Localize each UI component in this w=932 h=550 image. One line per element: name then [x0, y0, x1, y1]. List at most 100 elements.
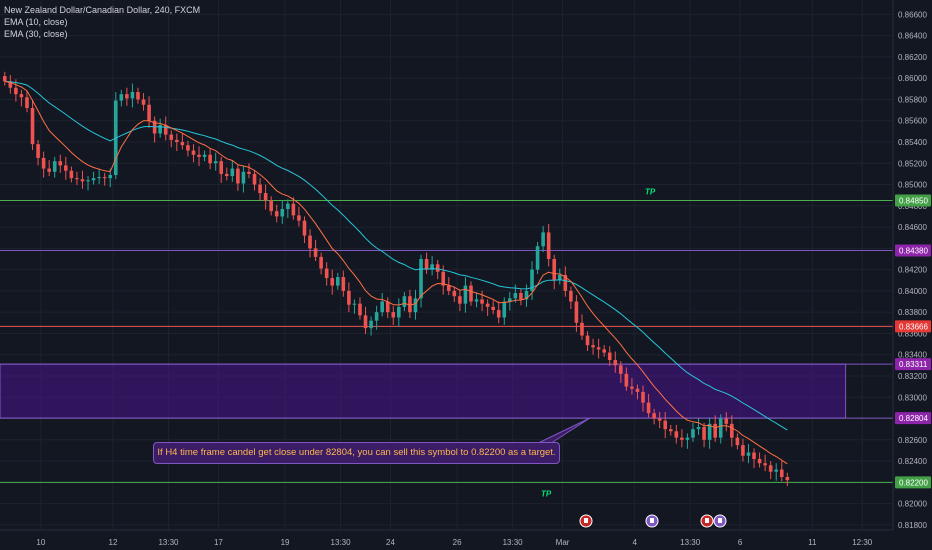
time-tick-label: 13:30	[331, 538, 352, 547]
candle	[347, 282, 351, 313]
candle	[552, 254, 557, 290]
candle	[596, 338, 601, 359]
price-tick-label: 0.83600	[898, 329, 927, 338]
candle	[469, 281, 473, 306]
candle	[491, 300, 495, 315]
candle	[130, 83, 135, 108]
candle	[474, 293, 479, 308]
candle	[779, 461, 784, 482]
candle	[369, 316, 373, 336]
level-price-label: 0.83666	[899, 322, 928, 331]
ema-30-line	[4, 80, 788, 431]
chart-legend: New Zealand Dollar/Canadian Dollar, 240,…	[4, 4, 200, 40]
ema-10-label[interactable]: EMA (10, close)	[4, 17, 68, 27]
price-tick-label: 0.81800	[898, 521, 927, 530]
candle	[458, 289, 462, 312]
candle	[169, 130, 174, 148]
candle	[402, 291, 407, 312]
candle	[52, 156, 57, 178]
price-tick-label: 0.83800	[898, 308, 927, 317]
candle	[713, 415, 717, 442]
candle	[513, 284, 518, 303]
price-tick-label: 0.86200	[898, 53, 927, 62]
price-tick-label: 0.85800	[898, 95, 927, 104]
level-price-label: 0.82804	[899, 414, 928, 423]
candle	[8, 75, 13, 94]
candle	[685, 433, 690, 449]
candle	[624, 367, 629, 391]
candle	[646, 394, 651, 418]
candle	[97, 168, 101, 185]
candle	[463, 277, 468, 313]
price-tick-label: 0.83200	[898, 372, 927, 381]
candle	[613, 351, 618, 373]
time-tick-label: 11	[808, 538, 817, 547]
candle	[180, 133, 185, 150]
candle	[352, 299, 357, 314]
candles	[2, 71, 790, 487]
candle	[64, 156, 68, 180]
candle	[297, 206, 301, 227]
candle	[208, 148, 212, 170]
price-tick-label: 0.83000	[898, 393, 927, 402]
time-tick-label: 13:30	[158, 538, 179, 547]
level-price-tag	[895, 194, 931, 207]
candle	[136, 87, 140, 104]
candle	[274, 204, 279, 223]
candle	[86, 176, 90, 191]
candle	[663, 412, 668, 439]
candle	[25, 90, 29, 113]
candle	[36, 139, 40, 166]
candle	[724, 412, 729, 432]
candle	[186, 140, 190, 157]
candle	[430, 255, 434, 276]
candle	[730, 415, 734, 447]
candle	[202, 150, 207, 162]
candle	[252, 169, 257, 191]
candle	[374, 305, 379, 330]
price-axis: 0.86600 0.86400 0.86200 0.86000 0.85800 0.856…	[895, 10, 931, 530]
candle	[236, 164, 240, 191]
event-flag-icon[interactable]	[579, 514, 593, 528]
candle	[557, 268, 562, 285]
price-tick-label: 0.84200	[898, 266, 927, 275]
candle	[524, 284, 529, 307]
candle	[702, 422, 706, 448]
candle	[258, 178, 262, 201]
candle	[219, 156, 224, 183]
price-tick-label: 0.85200	[898, 159, 927, 168]
candle	[175, 133, 179, 152]
event-flag-icon[interactable]	[713, 514, 727, 528]
candle	[75, 171, 79, 186]
event-flag-icon[interactable]	[645, 514, 659, 528]
candle	[125, 87, 129, 106]
event-flag-icon[interactable]	[700, 514, 714, 528]
time-tick-label: 17	[214, 538, 223, 547]
candle	[541, 226, 545, 253]
candle	[424, 252, 429, 274]
ema-30-label[interactable]: EMA (30, close)	[4, 29, 68, 39]
candle	[657, 412, 662, 429]
price-tick-label: 0.86000	[898, 74, 927, 83]
candle	[674, 424, 679, 444]
candle	[19, 89, 24, 107]
candle	[2, 71, 7, 86]
candle	[635, 384, 640, 400]
candle	[119, 89, 124, 107]
candle	[397, 298, 401, 327]
candle	[768, 461, 773, 480]
level-price-label: 0.84380	[899, 246, 928, 255]
level-price-tag	[895, 320, 931, 333]
candle	[741, 438, 745, 462]
candle	[308, 229, 312, 258]
analysis-callout[interactable]: If H4 time frame candel get close under …	[153, 442, 560, 464]
time-tick-label: 19	[281, 538, 290, 547]
tp-markers: TP TP	[541, 187, 656, 498]
price-tick-label: 0.82000	[898, 500, 927, 509]
candle	[546, 223, 551, 267]
candle	[496, 301, 501, 324]
time-axis: 10 12 13:30 17 19 13:30 24 26 13:30 Mar 4 13:30 6 11 1…	[36, 538, 872, 547]
candle	[230, 160, 235, 182]
candle	[696, 418, 701, 436]
